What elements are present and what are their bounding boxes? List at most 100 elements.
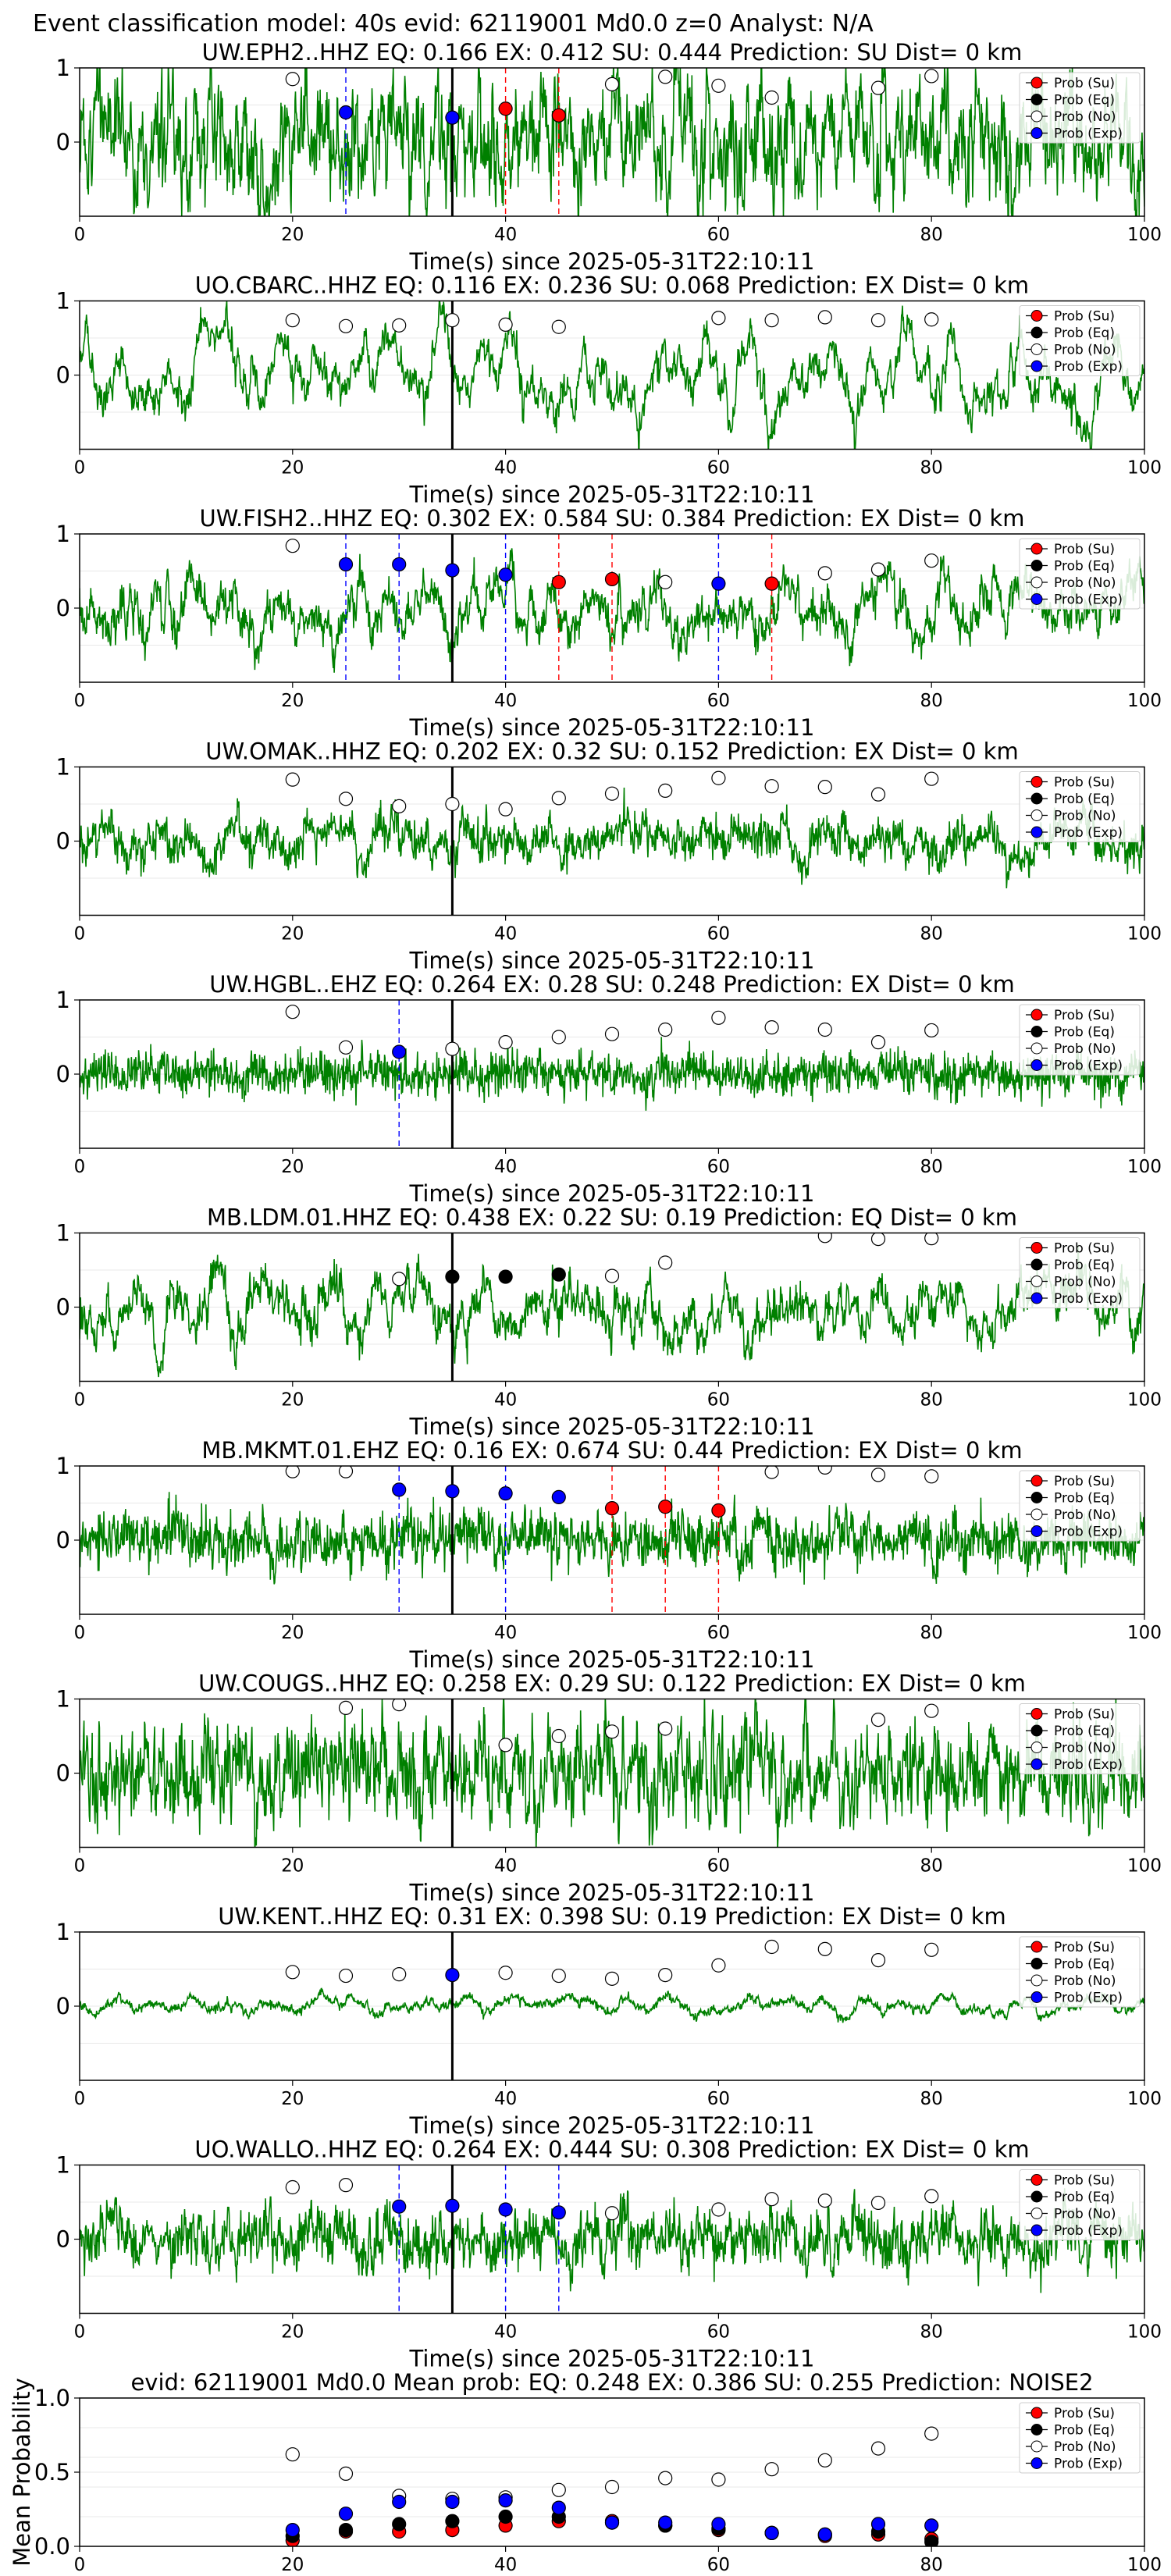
- prob-no-point: [285, 2447, 300, 2462]
- x-tick-label: 40: [494, 458, 517, 479]
- prob-no-point: [924, 1942, 939, 1957]
- legend-label: Prob (Exp): [1054, 1991, 1123, 2006]
- legend-marker: [1030, 110, 1043, 123]
- prob-no-point: [817, 566, 832, 581]
- legend-label: Prob (Su): [1054, 1940, 1115, 1955]
- x-tick-label: 60: [707, 2089, 730, 2109]
- prob-no-point: [870, 787, 886, 802]
- prob-su-point: [551, 108, 566, 123]
- prob-no-point: [338, 1968, 354, 1984]
- x-axis-label: Time(s) since 2025-05-31T22:10:11: [409, 1180, 815, 1207]
- prob-no-point: [551, 1728, 566, 1744]
- prob-no-point: [924, 312, 939, 327]
- x-tick-label: 20: [281, 1390, 304, 1411]
- prob-su-point: [498, 101, 513, 116]
- prob-no-point: [445, 1041, 460, 1056]
- prob-eq-point: [445, 2514, 460, 2528]
- legend-marker: [1030, 1059, 1043, 1071]
- legend-marker: [1030, 2424, 1043, 2435]
- legend-marker: [1030, 2457, 1043, 2469]
- prob-no-point: [338, 2178, 354, 2193]
- prob-no-point: [870, 1713, 886, 1727]
- y-tick-label: 0: [56, 828, 70, 855]
- legend-box: [1019, 2402, 1141, 2474]
- legend-box: [1019, 1470, 1141, 1542]
- legend-marker: [1030, 1708, 1043, 1720]
- prob-exp-point: [285, 2523, 300, 2538]
- x-tick-label: 40: [494, 1623, 517, 1643]
- legend-marker: [1030, 76, 1043, 89]
- y-tick-label: 0: [56, 362, 70, 389]
- prob-no-point: [658, 1968, 673, 1983]
- legend-marker: [1030, 2174, 1043, 2186]
- prob-no-point: [924, 771, 939, 786]
- prob-exp-point: [604, 2515, 620, 2530]
- prob-no-point: [870, 313, 886, 328]
- prob-no-point: [764, 90, 779, 105]
- legend-box: [1019, 305, 1141, 376]
- legend-marker: [1030, 1724, 1043, 1737]
- prob-exp-point: [711, 576, 726, 591]
- x-tick-label: 80: [920, 1390, 943, 1411]
- y-tick-label: 1: [56, 1919, 70, 1945]
- prob-no-point: [764, 2192, 779, 2207]
- prob-no-point: [338, 792, 354, 806]
- prob-no-point: [498, 1035, 513, 1050]
- x-tick-label: 0: [74, 1623, 86, 1643]
- prob-no-point: [924, 1703, 939, 1718]
- prob-no-point: [498, 1738, 513, 1752]
- prob-no-point: [924, 1023, 939, 1038]
- legend-label: Prob (No): [1054, 1041, 1116, 1057]
- y-tick-label: 1: [56, 987, 70, 1013]
- prob-no-point: [870, 562, 886, 577]
- prob-no-point: [285, 539, 300, 553]
- legend-label: Prob (Eq): [1054, 1491, 1115, 1507]
- waveform-trace: [80, 1987, 1144, 2023]
- panel-title: UW.FISH2..HHZ EQ: 0.302 EX: 0.584 SU: 0.…: [199, 505, 1024, 532]
- prob-exp-point: [764, 2525, 779, 2540]
- prob-no-point: [711, 1010, 726, 1025]
- legend-marker: [1030, 1242, 1043, 1254]
- prob-exp-point: [338, 2507, 354, 2521]
- x-tick-label: 60: [707, 1623, 730, 1643]
- panel-8: UW.COUGS..HHZ EQ: 0.258 EX: 0.29 SU: 0.1…: [56, 1670, 1162, 1906]
- prob-eq-point: [551, 1267, 566, 1282]
- legend-label: Prob (Su): [1054, 1241, 1115, 1257]
- legend-box: [1019, 771, 1141, 842]
- prob-exp-point: [392, 1482, 407, 1497]
- x-tick-label: 100: [1127, 2555, 1162, 2575]
- legend-label: Prob (Su): [1054, 775, 1115, 791]
- y-tick-label: 1.0: [34, 2385, 70, 2411]
- prob-no-point: [870, 1953, 886, 1968]
- legend-marker: [1030, 1042, 1043, 1055]
- x-tick-label: 0: [74, 1157, 86, 1177]
- legend-box: [1019, 1004, 1141, 1076]
- y-tick-label: 1: [56, 1686, 70, 1713]
- x-axis-label: Time(s) since 2025-05-31T22:10:11: [409, 1646, 815, 1673]
- legend-box: [1019, 1936, 1141, 2008]
- prob-no-point: [764, 2462, 779, 2477]
- legend-marker: [1030, 543, 1043, 555]
- prob-exp-point: [338, 557, 354, 572]
- panel-title: MB.MKMT.01.EHZ EQ: 0.16 EX: 0.674 SU: 0.…: [201, 1437, 1022, 1464]
- y-tick-label: 0.0: [34, 2533, 70, 2560]
- x-tick-label: 0: [74, 225, 86, 245]
- y-tick-label: 1: [56, 754, 70, 781]
- panel-10: UO.WALLO..HHZ EQ: 0.264 EX: 0.444 SU: 0.…: [56, 2137, 1162, 2372]
- panel-title: UW.HGBL..EHZ EQ: 0.264 EX: 0.28 SU: 0.24…: [209, 971, 1015, 998]
- x-tick-label: 100: [1127, 2322, 1162, 2343]
- prob-no-point: [551, 2482, 566, 2497]
- waveform-trace: [80, 2188, 1144, 2293]
- legend-marker: [1030, 1525, 1043, 1537]
- panel-5: UW.HGBL..EHZ EQ: 0.264 EX: 0.28 SU: 0.24…: [56, 971, 1162, 1207]
- prob-no-point: [498, 317, 513, 332]
- figure-suptitle: Event classification model: 40s evid: 62…: [33, 10, 874, 37]
- panel-6: MB.LDM.01.HHZ EQ: 0.438 EX: 0.22 SU: 0.1…: [56, 1204, 1162, 1440]
- y-tick-label: 0: [56, 2226, 70, 2253]
- legend-label: Prob (Exp): [1054, 1291, 1123, 1307]
- legend-marker: [1030, 1026, 1043, 1037]
- x-tick-label: 60: [707, 924, 730, 945]
- legend-label: Prob (Eq): [1054, 559, 1115, 575]
- legend-marker: [1030, 360, 1043, 372]
- x-tick-label: 80: [920, 1856, 943, 1877]
